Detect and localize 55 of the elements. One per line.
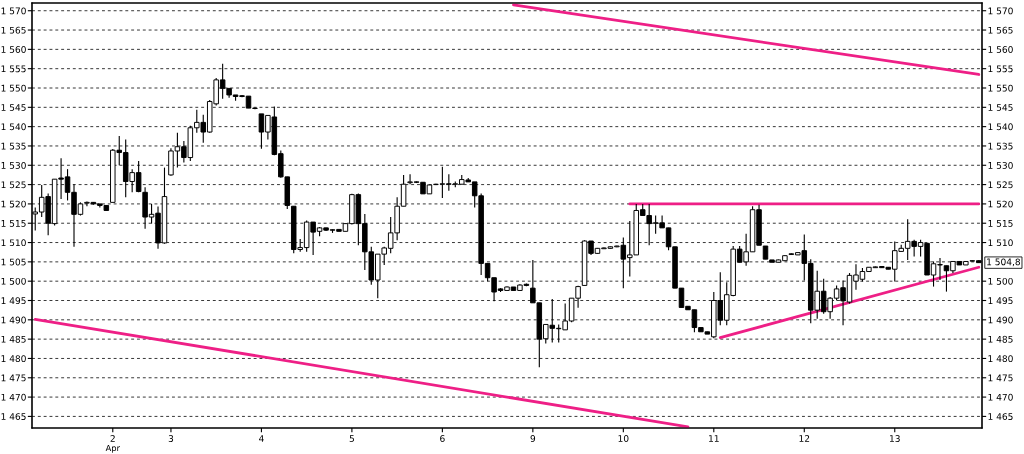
y-tick-label: 1 565 [1,26,26,34]
y-tick-label: 1 515 [1,220,26,227]
y2-tick-label: 1 565 [988,26,1013,34]
x-tick-label: 3 [168,435,174,442]
y2-tick-label: 1 500 [988,277,1013,285]
y2-tick-label: 1 550 [988,84,1013,92]
y-tick-label: 1 490 [1,316,26,324]
y2-tick-label: 1 525 [988,181,1013,189]
y-tick-label: 1 545 [1,104,26,111]
y2-tick-label: 1 475 [988,374,1013,382]
y-tick-label: 1 555 [1,65,26,73]
y2-tick-label: 1 495 [988,297,1013,305]
x-tick-label: 2 [110,435,115,442]
y2-tick-label: 1 540 [988,123,1013,131]
y-tick-label: 1 520 [1,200,26,208]
x-tick-label: 12 [799,435,810,442]
y-tick-label: 1 485 [1,335,26,343]
y-tick-label: 1 500 [1,277,26,285]
x-tick-label: 4 [258,435,264,442]
y2-tick-label: 1 465 [988,413,1013,420]
y-tick-label: 1 550 [1,84,26,92]
y-tick-label: 1 530 [1,162,26,169]
y-tick-label: 1 535 [1,142,26,150]
y-tick-label: 1 510 [1,239,26,247]
y2-tick-label: 1 515 [988,220,1013,227]
y2-tick-label: 1 480 [988,355,1013,363]
y2-tick-label: 1 470 [988,393,1013,401]
y2-tick-label: 1 545 [988,104,1013,111]
y-tick-label: 1 480 [1,355,26,363]
y-tick-label: 1 525 [1,181,26,189]
x-tick-label: 5 [349,435,354,442]
y2-tick-label: 1 560 [988,46,1013,53]
y-tick-label: 1 560 [1,46,26,53]
x-tick-label: 9 [530,435,536,442]
y-tick-label: 1 470 [1,393,26,401]
y2-tick-label: 1 555 [988,65,1013,73]
y2-tick-label: 1 510 [988,239,1013,247]
y2-tick-label: 1 535 [988,142,1013,150]
y2-tick-label: 1 490 [988,316,1013,324]
x-tick-label: 10 [618,435,629,442]
y-tick-label: 1 495 [1,297,26,305]
x-tick-label: 6 [440,435,445,442]
text: 1 504,8 [987,258,1021,267]
y-tick-label: 1 475 [1,374,26,382]
x-tick-label: 13 [890,435,900,442]
y-tick-label: 1 465 [1,413,26,420]
x-tick-label: 11 [709,435,719,442]
y-tick-label: 1 570 [1,7,26,15]
text: Apr [105,444,120,453]
y-tick-label: 1 540 [1,123,26,131]
y2-tick-label: 1 520 [988,200,1013,208]
y-tick-label: 1 505 [1,258,26,266]
y2-tick-label: 1 570 [988,7,1013,15]
y2-tick-label: 1 530 [988,162,1013,169]
y2-tick-label: 1 485 [988,335,1013,343]
